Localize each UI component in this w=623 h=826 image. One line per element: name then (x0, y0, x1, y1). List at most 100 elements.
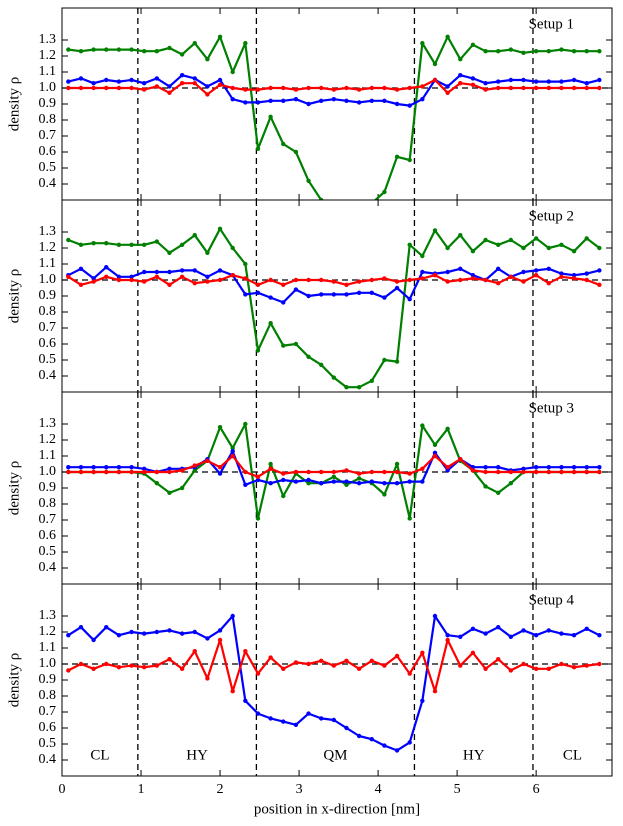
data-point (129, 277, 134, 283)
data-point (268, 655, 273, 660)
data-point (205, 84, 210, 89)
data-point (521, 466, 526, 471)
data-point (243, 469, 248, 475)
y-tick-label: 0.7 (39, 128, 57, 143)
panel: 0.40.50.60.70.80.91.01.11.21.3 Setup 1 den… (6, 7, 613, 218)
data-point (496, 49, 501, 54)
data-point (331, 279, 337, 284)
data-point (546, 666, 551, 671)
data-point (192, 468, 197, 473)
data-point (394, 653, 400, 659)
data-point (559, 85, 564, 91)
data-point (268, 466, 273, 471)
data-point (445, 426, 450, 431)
data-point (483, 631, 488, 636)
data-point (420, 698, 425, 703)
data-point (205, 676, 210, 681)
data-point (281, 141, 286, 147)
data-point (533, 633, 539, 638)
data-point (281, 282, 286, 287)
y-tick-label: 1.1 (39, 64, 57, 79)
data-point (369, 277, 374, 283)
panel: 0.40.50.60.70.80.91.01.11.21.3 Setup 2 den… (6, 199, 613, 393)
data-point (116, 47, 122, 52)
data-point (167, 490, 172, 495)
data-point (356, 471, 362, 476)
data-point (243, 649, 248, 654)
y-tick-label: 1.3 (39, 416, 57, 431)
x-tick-label: 3 (296, 782, 303, 797)
data-point (394, 101, 400, 107)
x-tick-label: 5 (454, 782, 461, 797)
data-point (78, 469, 84, 475)
data-point (344, 479, 349, 484)
data-point (243, 482, 248, 487)
data-point (432, 453, 438, 459)
data-point (243, 41, 248, 46)
data-point (268, 481, 273, 486)
data-point (78, 266, 84, 271)
data-point (533, 79, 539, 84)
data-point (420, 253, 425, 259)
data-point (78, 625, 84, 630)
data-point (179, 274, 185, 279)
data-point (394, 285, 400, 291)
data-point (407, 103, 412, 108)
data-point (230, 69, 235, 75)
data-point (205, 279, 210, 284)
data-point (420, 84, 425, 89)
data-point (356, 481, 362, 486)
data-point (357, 214, 361, 218)
plot-frame (61, 7, 613, 201)
data-point (407, 671, 412, 676)
data-point (331, 375, 337, 380)
data-point (318, 98, 324, 104)
data-point (356, 279, 362, 284)
data-point (521, 245, 526, 251)
data-point (116, 665, 122, 670)
region-label: CL (563, 747, 582, 763)
data-point (458, 73, 463, 78)
data-point (179, 52, 185, 57)
y-tick-label: 0.7 (39, 512, 57, 527)
data-point (66, 469, 71, 475)
data-point (293, 287, 299, 292)
data-point (521, 269, 526, 275)
panel-title: Setup 1 (529, 16, 574, 32)
data-point (192, 76, 197, 81)
data-point (571, 469, 577, 475)
data-point (91, 81, 96, 86)
data-point (306, 711, 311, 716)
data-point (432, 61, 438, 67)
data-point (129, 85, 134, 91)
data-point (104, 465, 109, 470)
data-point (78, 76, 84, 81)
data-point (382, 357, 387, 363)
data-point (445, 90, 450, 96)
data-point (407, 471, 412, 476)
y-tick-label: 1.0 (39, 272, 57, 287)
data-point (432, 228, 438, 233)
data-point (597, 77, 602, 83)
data-point (546, 85, 551, 91)
data-point (281, 300, 286, 305)
data-point (78, 242, 84, 247)
data-point (521, 50, 526, 55)
data-point (356, 290, 362, 295)
data-point (255, 711, 261, 716)
data-point (407, 242, 412, 247)
data-point (217, 82, 223, 88)
y-tick-label: 0.5 (39, 736, 57, 751)
plot-frame (61, 391, 613, 585)
y-tick-label: 1.3 (39, 32, 57, 47)
data-point (116, 465, 122, 470)
y-tick-label: 0.8 (39, 688, 57, 703)
data-point (584, 465, 589, 470)
data-point (243, 698, 248, 703)
data-point (129, 629, 134, 635)
data-point (129, 77, 134, 83)
y-tick-label: 0.6 (39, 720, 57, 735)
data-point (369, 469, 374, 475)
data-point (268, 321, 273, 326)
data-point (533, 49, 539, 54)
